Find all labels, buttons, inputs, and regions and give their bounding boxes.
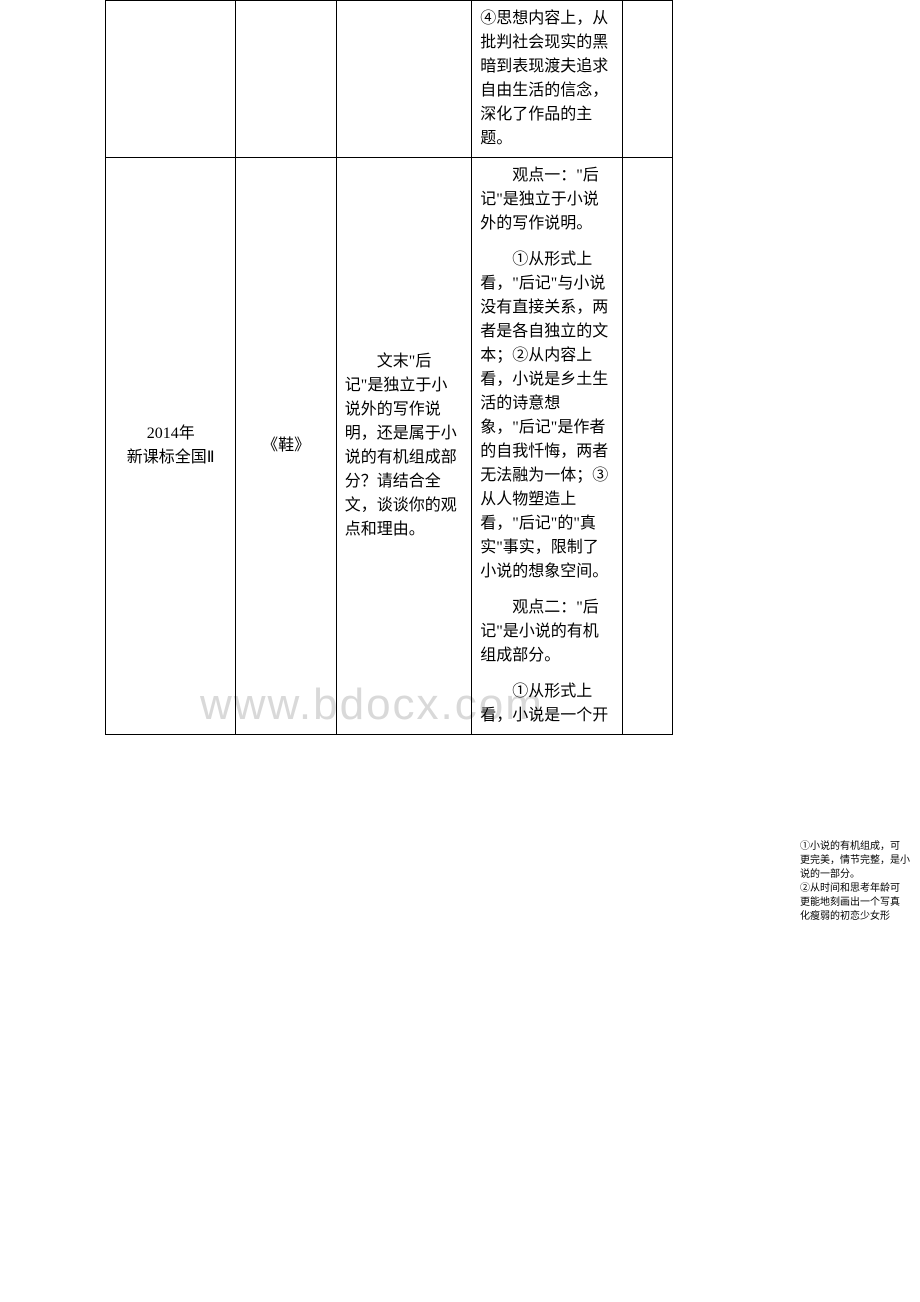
answer-para: 观点一："后记"是独立于小说外的写作说明。 bbox=[480, 164, 614, 236]
cell-question: 文末"后记"是独立于小说外的写作说明，还是属于小说的有机组成部分？请结合全文，谈… bbox=[336, 158, 471, 735]
answer-text: ④思想内容上，从批判社会现实的黑暗到表现渡夫追求自由生活的信念，深化了作品的主题… bbox=[480, 10, 608, 147]
annotation-line: 更能地刻画出一个写真 bbox=[800, 896, 920, 910]
annotation-line: 说的一部分。 bbox=[800, 868, 920, 882]
annotation-line: ②从时间和思考年龄可 bbox=[800, 882, 920, 896]
cell-answer: 观点一："后记"是独立于小说外的写作说明。 ①从形式上看，"后记"与小说没有直接… bbox=[472, 158, 623, 735]
table-row: ④思想内容上，从批判社会现实的黑暗到表现渡夫追求自由生活的信念，深化了作品的主题… bbox=[106, 1, 673, 158]
margin-annotation: ①小说的有机组成，可 更完美，情节完整，是小 说的一部分。 ②从时间和思考年龄可… bbox=[800, 840, 920, 924]
annotation-line: ①小说的有机组成，可 bbox=[800, 840, 920, 854]
annotation-line: 更完美，情节完整，是小 bbox=[800, 854, 920, 868]
document-page: www.bdocx.com ④思想内容上，从批判社会现实的黑暗到表现渡夫追求自由… bbox=[0, 0, 920, 1302]
answer-para: ①从形式上看，"后记"与小说没有直接关系，两者是各自独立的文本；②从内容上看，小… bbox=[480, 248, 614, 584]
table-container: ④思想内容上，从批判社会现实的黑暗到表现渡夫追求自由生活的信念，深化了作品的主题… bbox=[0, 0, 920, 735]
cell-note bbox=[622, 158, 672, 735]
cell-title bbox=[236, 1, 336, 158]
cell-note bbox=[622, 1, 672, 158]
exam-table: ④思想内容上，从批判社会现实的黑暗到表现渡夫追求自由生活的信念，深化了作品的主题… bbox=[105, 0, 673, 735]
annotation-line: 化瘦弱的初恋少女形 bbox=[800, 910, 920, 924]
cell-title: 《鞋》 bbox=[236, 158, 336, 735]
cell-answer: ④思想内容上，从批判社会现实的黑暗到表现渡夫追求自由生活的信念，深化了作品的主题… bbox=[472, 1, 623, 158]
cell-year: 2014年 新课标全国Ⅱ bbox=[106, 158, 236, 735]
cell-year bbox=[106, 1, 236, 158]
answer-para: ①从形式上看，小说是一个开 bbox=[480, 680, 614, 728]
table-row: 2014年 新课标全国Ⅱ 《鞋》 文末"后记"是独立于小说外的写作说明，还是属于… bbox=[106, 158, 673, 735]
answer-para: 观点二："后记"是小说的有机组成部分。 bbox=[480, 596, 614, 668]
cell-question bbox=[336, 1, 471, 158]
